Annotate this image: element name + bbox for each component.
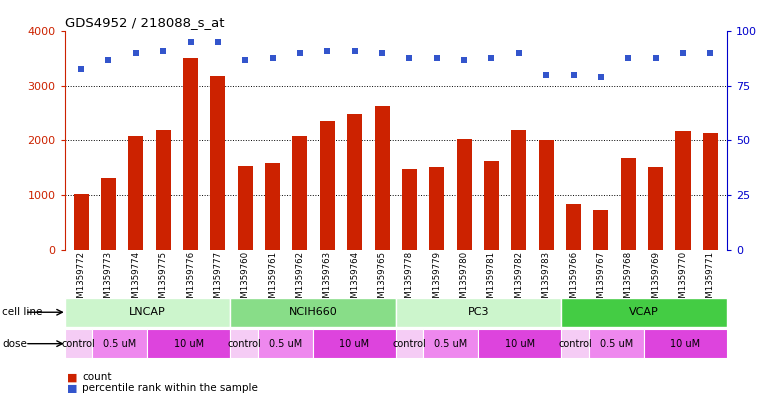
Bar [561, 298, 727, 327]
Bar [402, 169, 417, 250]
Text: GDS4952 / 218088_s_at: GDS4952 / 218088_s_at [65, 16, 224, 29]
Bar [648, 167, 663, 250]
Bar [183, 58, 198, 250]
Bar [320, 121, 335, 250]
Bar [457, 140, 472, 250]
Bar [258, 329, 313, 358]
Bar [621, 158, 635, 250]
Text: NCIH660: NCIH660 [288, 307, 337, 317]
Text: VCAP: VCAP [629, 307, 659, 317]
Point [650, 55, 662, 61]
Bar [566, 204, 581, 250]
Bar [265, 163, 280, 250]
Bar [396, 329, 423, 358]
Point [486, 55, 498, 61]
Text: control: control [227, 339, 261, 349]
Point [129, 50, 142, 56]
Bar [210, 76, 225, 250]
Text: control: control [558, 339, 592, 349]
Text: 10 uM: 10 uM [339, 339, 369, 349]
Point [184, 39, 196, 46]
Text: dose: dose [2, 339, 27, 349]
Text: ■: ■ [67, 372, 78, 382]
Point [157, 48, 169, 54]
Point [513, 50, 525, 56]
Bar [74, 194, 88, 250]
Bar [479, 329, 561, 358]
Point [212, 39, 224, 46]
Point [376, 50, 388, 56]
Text: ■: ■ [67, 383, 78, 393]
Point [595, 74, 607, 81]
Bar [676, 131, 690, 250]
Bar [101, 178, 116, 250]
Bar [92, 329, 148, 358]
Text: 10 uM: 10 uM [505, 339, 535, 349]
Bar [644, 329, 727, 358]
Bar [230, 298, 396, 327]
Bar [148, 329, 230, 358]
Bar [230, 329, 258, 358]
Text: 0.5 uM: 0.5 uM [600, 339, 633, 349]
Text: LNCAP: LNCAP [129, 307, 166, 317]
Bar [156, 130, 170, 250]
Bar [65, 250, 727, 277]
Point [458, 57, 470, 63]
Bar [396, 298, 561, 327]
Point [403, 55, 416, 61]
Point [75, 65, 88, 72]
Point [622, 55, 635, 61]
Text: control: control [62, 339, 95, 349]
Bar [237, 166, 253, 250]
Bar [594, 210, 609, 250]
Text: 10 uM: 10 uM [670, 339, 700, 349]
Text: 0.5 uM: 0.5 uM [435, 339, 467, 349]
Bar [703, 133, 718, 250]
Bar [484, 161, 499, 250]
Bar [129, 136, 143, 250]
Point [294, 50, 306, 56]
Text: 0.5 uM: 0.5 uM [269, 339, 302, 349]
Text: count: count [82, 372, 112, 382]
Bar [423, 329, 479, 358]
Text: control: control [393, 339, 426, 349]
Text: 0.5 uM: 0.5 uM [103, 339, 136, 349]
Bar [374, 106, 390, 250]
Point [321, 48, 333, 54]
Text: percentile rank within the sample: percentile rank within the sample [82, 383, 258, 393]
Point [266, 55, 279, 61]
Bar [561, 329, 589, 358]
Bar [589, 329, 644, 358]
Bar [429, 167, 444, 250]
Point [568, 72, 580, 78]
Bar [511, 130, 527, 250]
Bar [539, 140, 554, 250]
Point [103, 57, 115, 63]
Bar [65, 298, 230, 327]
Bar [347, 114, 362, 250]
Text: cell line: cell line [2, 307, 43, 317]
Bar [292, 136, 307, 250]
Bar [65, 329, 92, 358]
Text: 10 uM: 10 uM [174, 339, 204, 349]
Point [540, 72, 552, 78]
Point [431, 55, 443, 61]
Point [704, 50, 716, 56]
Point [349, 48, 361, 54]
Point [239, 57, 251, 63]
Bar [313, 329, 396, 358]
Text: PC3: PC3 [468, 307, 489, 317]
Point [677, 50, 689, 56]
